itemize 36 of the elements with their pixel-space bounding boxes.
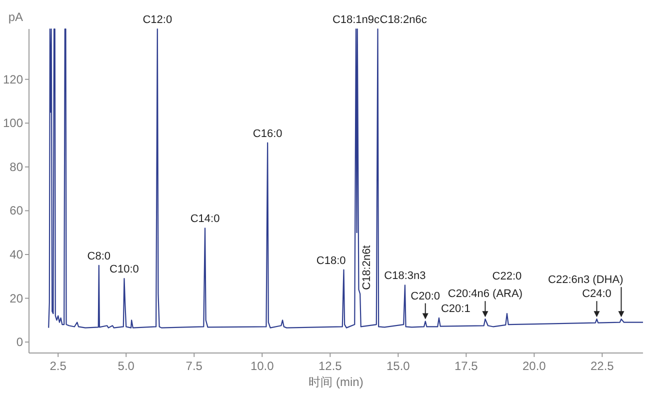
annotation: C16:0 (252, 128, 282, 140)
y-tick-label: 100 (2, 116, 24, 130)
y-tick-label: 80 (10, 160, 24, 174)
annotation: C24:0 (582, 288, 612, 318)
y-tick-label: 0 (16, 335, 24, 350)
annotation: C20:4n6 (ARA) (448, 288, 523, 300)
y-tick-label: 120 (2, 72, 24, 86)
x-tick-label: 5.0 (118, 359, 135, 373)
y-axis-title: pA (8, 10, 23, 24)
y-tick-label: 60 (10, 204, 24, 218)
x-tick-label: 22.5 (590, 359, 614, 373)
annotation: C20:0 (410, 290, 440, 302)
x-tick-label: 15.0 (386, 359, 410, 373)
x-tick-label: 12.5 (318, 359, 342, 373)
annotation: C14:0 (190, 213, 220, 226)
annotation: C12:0 (142, 14, 172, 26)
x-tick-label: 7.5 (186, 359, 203, 373)
annotation: C10:0 (110, 264, 139, 276)
x-tick-label: 17.5 (454, 359, 478, 373)
annotation: C18:1n9c (332, 14, 380, 26)
annotation: C18:0 (316, 254, 346, 267)
annotation: C22:0 (492, 270, 522, 283)
x-tick-label: 10.0 (250, 359, 274, 373)
annotation: C8:0 (87, 250, 111, 262)
x-tick-label: 2.5 (50, 359, 67, 373)
annotation: C18:2n6c (380, 14, 427, 26)
annotation: C24:0 (582, 288, 612, 300)
y-tick-label: 40 (10, 247, 24, 262)
annotation: C22:6n3 (DHA) (548, 274, 624, 286)
annotation: C20:0 (410, 290, 440, 320)
x-axis-title: 时间 (min) (308, 375, 364, 389)
annotation: C18:2n6t (361, 245, 374, 290)
annotation: C18:3n3 (384, 270, 426, 282)
annotation: C20:1 (440, 302, 470, 315)
x-tick-label: 20.0 (522, 359, 546, 373)
y-tick-label: 20 (10, 291, 24, 306)
